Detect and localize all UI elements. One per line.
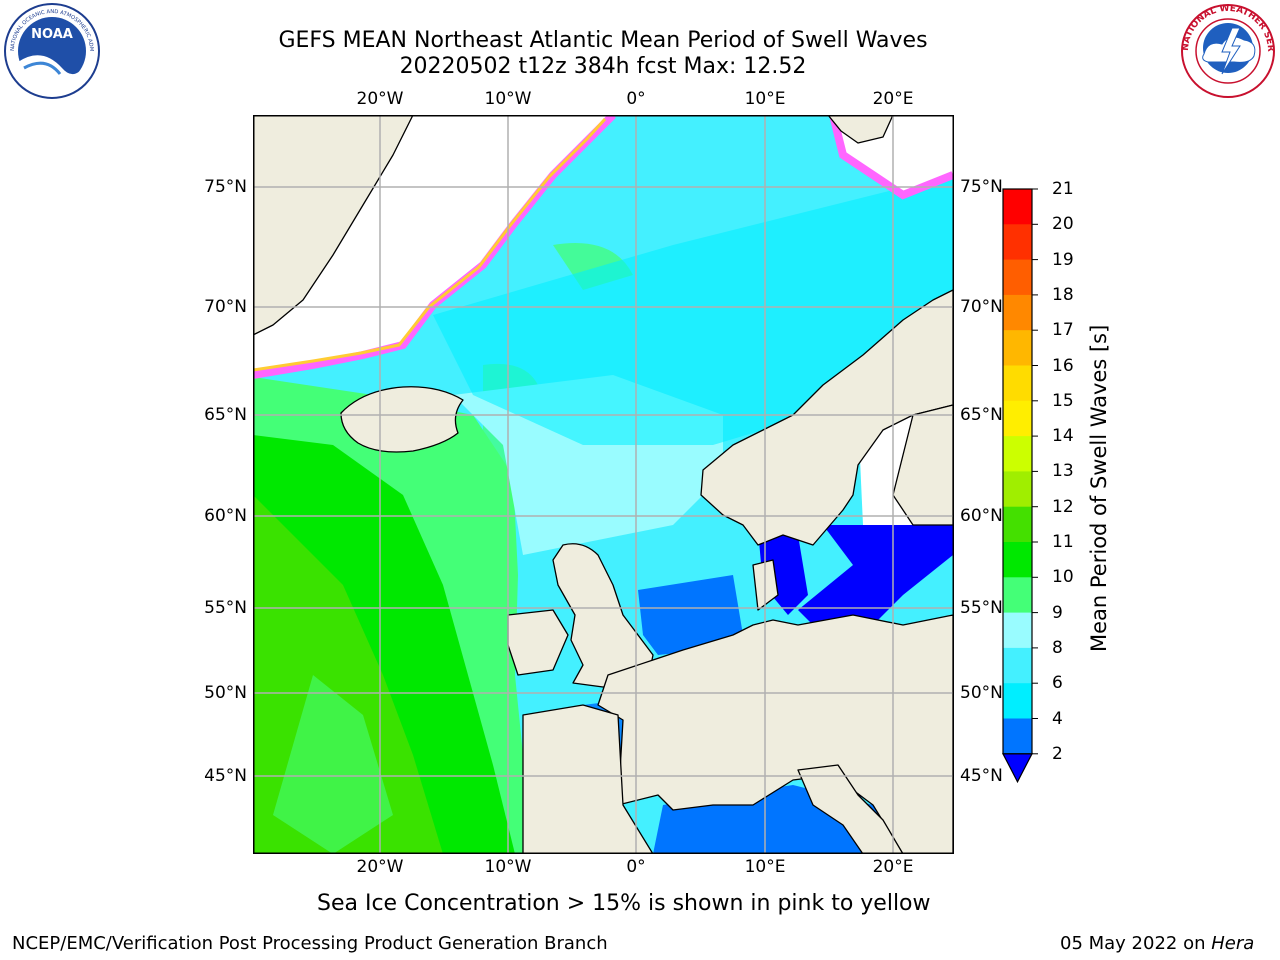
land-greenland — [253, 115, 414, 336]
lon-tick-bottom-10w: 10°W — [484, 857, 532, 877]
swell-period-map — [253, 115, 954, 854]
colorbar-swatches — [1002, 188, 1038, 784]
lon-tick-bottom-20w: 20°W — [356, 857, 404, 877]
noaa-logo: NOAA NATIONAL OCEANIC AND ATMOSPHERIC AD… — [0, 0, 102, 104]
lon-tick-bottom-0: 0° — [626, 857, 646, 877]
land-svalbard — [827, 115, 894, 144]
colorbar-segment-4-6 — [1003, 683, 1032, 719]
colorbar-segment-13-14 — [1003, 436, 1032, 472]
colorbar-segment-2-4 — [1003, 718, 1032, 755]
colorbar-segment-16-17 — [1003, 330, 1032, 366]
lat-tick-left-70n: 70°N — [204, 297, 247, 317]
colorbar-label: Mean Period of Swell Waves [s] — [1087, 324, 1111, 652]
map-panel — [253, 115, 954, 854]
colorbar-segment-15-16 — [1003, 365, 1032, 402]
colorbar — [1000, 186, 1060, 790]
colorbar-tick-label: 6 — [1052, 673, 1063, 694]
lat-tick-left-75n: 75°N — [204, 177, 247, 197]
colorbar-segment-20-21 — [1003, 189, 1032, 225]
swell-zone-2-4-northsea — [638, 575, 743, 655]
lon-tick-bottom-10e: 10°E — [744, 857, 786, 877]
land-italy — [797, 764, 904, 854]
footer-left: NCEP/EMC/Verification Post Processing Pr… — [12, 933, 608, 954]
lon-tick-top-20w: 20°W — [356, 89, 404, 109]
footer-right: 05 May 2022 on Hera — [1060, 933, 1254, 955]
colorbar-tick-label: 20 — [1052, 214, 1074, 235]
lon-tick-top-0: 0° — [626, 89, 646, 109]
colorbar-ticks: 21 20 19 18 17 16 15 14 13 12 11 10 9 8 6 4 2 — [1052, 0, 1092, 960]
land-europe — [597, 614, 954, 854]
lat-tick-right-70n: 70°N — [960, 297, 1003, 317]
colorbar-segment-8-9 — [1003, 612, 1032, 649]
chart-subtitle: 20220502 t12z 384h fcst Max: 12.52 — [399, 54, 807, 79]
lon-tick-bottom-20e: 20°E — [872, 857, 914, 877]
footer-host: Hera — [1211, 933, 1255, 954]
land-gb — [552, 543, 654, 688]
land-scandinavia — [700, 289, 954, 546]
map-frame — [253, 115, 954, 854]
colorbar-segment-9-10 — [1003, 577, 1032, 614]
colorbar-tick-label: 16 — [1052, 355, 1074, 376]
map-gridlines — [253, 115, 954, 854]
lon-tick-top-10w: 10°W — [484, 89, 532, 109]
colorbar-tick-label: 21 — [1052, 179, 1074, 199]
colorbar-segment-11-12 — [1003, 506, 1032, 543]
colorbar-segment-12-13 — [1003, 471, 1032, 508]
colorbar-tick-label: 12 — [1052, 496, 1074, 517]
lat-tick-right-75n: 75°N — [960, 177, 1003, 197]
colorbar-tick-label: 10 — [1052, 567, 1074, 588]
lat-tick-left-50n: 50°N — [204, 683, 247, 703]
swell-zone-6-8-arctic — [433, 175, 953, 445]
land-iceland — [340, 386, 464, 453]
sea-ice-edge-yellow — [253, 117, 607, 372]
colorbar-tick-label: 9 — [1052, 602, 1063, 623]
lat-tick-left-45n: 45°N — [204, 766, 247, 786]
lat-tick-left-60n: 60°N — [204, 506, 247, 526]
lat-tick-right-60n: 60°N — [960, 506, 1003, 526]
sea-ice-note: Sea Ice Concentration > 15% is shown in … — [317, 891, 931, 916]
chart-title: GEFS MEAN Northeast Atlantic Mean Period… — [278, 28, 928, 53]
noaa-logo-text: NOAA — [31, 27, 73, 42]
colorbar-segment-6-8 — [1003, 647, 1032, 684]
lat-tick-right-45n: 45°N — [960, 766, 1003, 786]
footer-date: 05 May 2022 on — [1060, 933, 1206, 954]
colorbar-segment-17-18 — [1003, 294, 1032, 331]
colorbar-segment-18-19 — [1003, 259, 1032, 296]
colorbar-tick-label: 17 — [1052, 320, 1074, 341]
lat-tick-right-50n: 50°N — [960, 683, 1003, 703]
colorbar-tick-label: 11 — [1052, 532, 1074, 552]
land-iberia — [522, 704, 654, 854]
colorbar-tick-label: 4 — [1052, 708, 1063, 729]
lon-tick-top-10e: 10°E — [744, 89, 786, 109]
colorbar-segment-10-11 — [1003, 542, 1032, 578]
colorbar-segment-19-20 — [1003, 224, 1032, 261]
colorbar-tick-label: 19 — [1052, 249, 1074, 270]
colorbar-extend-below — [1002, 753, 1033, 784]
colorbar-tick-label: 2 — [1052, 743, 1063, 764]
lat-tick-left-65n: 65°N — [204, 405, 247, 425]
colorbar-segment-14-15 — [1003, 400, 1032, 437]
lat-tick-right-55n: 55°N — [960, 598, 1003, 618]
sea-ice-svalbard-edge — [829, 115, 954, 200]
colorbar-tick-label: 18 — [1052, 284, 1074, 305]
lon-tick-top-20e: 20°E — [872, 89, 914, 109]
colorbar-tick-label: 8 — [1052, 637, 1063, 658]
swell-zone-10-11-b — [273, 675, 393, 854]
lat-tick-right-65n: 65°N — [960, 405, 1003, 425]
lat-tick-left-55n: 55°N — [204, 598, 247, 618]
colorbar-tick-label: 13 — [1052, 461, 1074, 482]
nws-logo: NATIONAL WEATHER SERVICE — [1175, 0, 1278, 104]
swell-zone-lt2-baltic-main — [798, 525, 953, 625]
colorbar-tick-label: 14 — [1052, 426, 1074, 447]
colorbar-tick-label: 15 — [1052, 390, 1074, 411]
